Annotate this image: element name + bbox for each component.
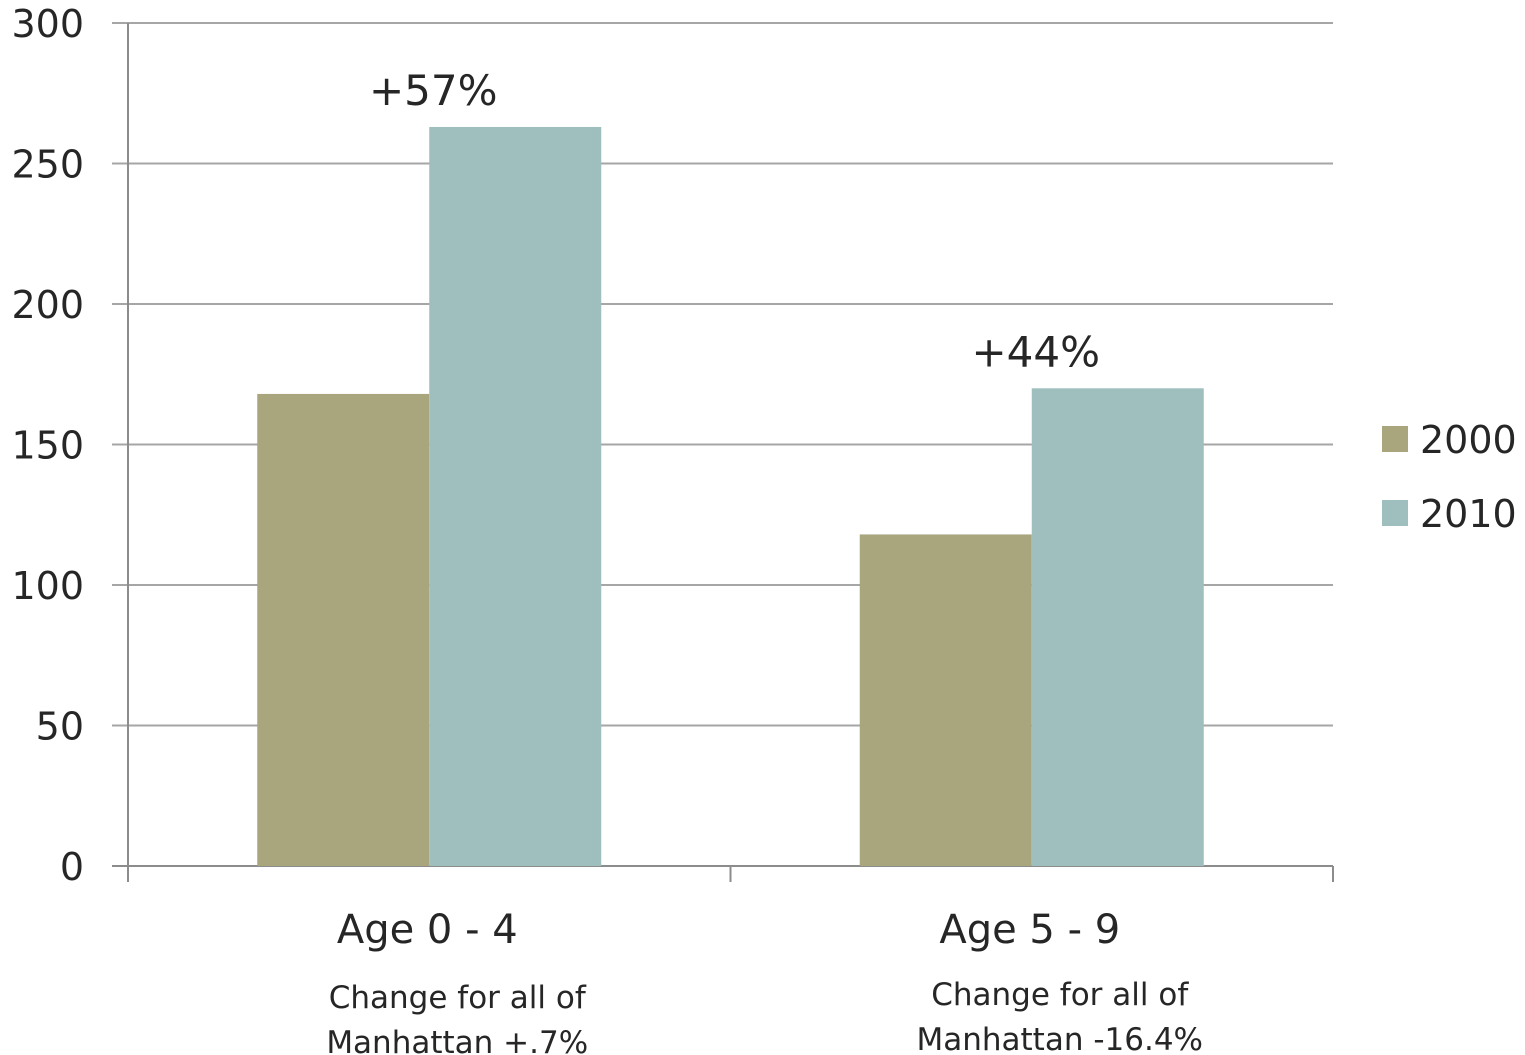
y-tick-label: 250: [11, 143, 84, 187]
category-note: Change for all of: [329, 980, 587, 1016]
legend: 2000 2010: [1382, 418, 1517, 536]
y-tick-label: 100: [11, 564, 84, 608]
y-tick-label: 300: [11, 2, 84, 46]
legend-swatch-2000: [1382, 426, 1408, 452]
axes: [127, 23, 1334, 882]
legend-swatch-2010: [1382, 500, 1408, 526]
category-note: Manhattan +.7%: [326, 1025, 588, 1055]
bar-2000-2: [859, 534, 1032, 866]
category-note: Manhattan -16.4%: [916, 1022, 1203, 1055]
y-tick-label: 200: [11, 283, 84, 327]
change-annotation: +57%: [369, 66, 498, 115]
category-note: Change for all of: [931, 977, 1189, 1013]
bars: [257, 126, 1204, 867]
labels: 0 50 100 150 200 250 300 Age 0 - 4 +57% Change fo…: [11, 2, 1203, 1055]
legend-label-2000: 2000: [1420, 418, 1517, 462]
y-tick-label: 150: [11, 424, 84, 468]
y-tick-label: 0: [60, 845, 84, 889]
bar-2000-1: [257, 393, 430, 866]
y-tick-label: 50: [36, 705, 84, 749]
bar-2010-2: [1031, 388, 1204, 866]
bar-2010-1: [429, 126, 602, 867]
x-category-label: Age 5 - 9: [939, 907, 1120, 953]
change-annotation: +44%: [971, 327, 1100, 376]
x-category-label: Age 0 - 4: [337, 907, 518, 953]
legend-label-2010: 2010: [1420, 492, 1517, 536]
